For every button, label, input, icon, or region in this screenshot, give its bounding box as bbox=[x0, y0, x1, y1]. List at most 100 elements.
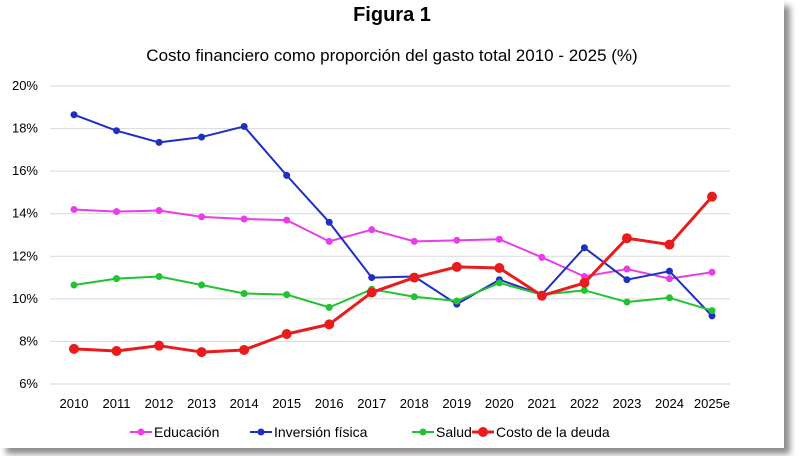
data-point-inversi-n-f-sica bbox=[708, 312, 716, 320]
data-point-educaci-n bbox=[453, 236, 461, 244]
x-tick-label: 2016 bbox=[315, 396, 344, 411]
x-tick-label: 2015 bbox=[272, 396, 301, 411]
y-tick-label: 18% bbox=[12, 121, 38, 136]
legend-marker bbox=[137, 428, 145, 436]
x-tick-label: 2011 bbox=[103, 396, 131, 411]
data-point-costo-de-la-deuda bbox=[621, 233, 632, 244]
data-point-salud bbox=[495, 279, 503, 287]
x-axis: 2010 2011 2012 2013 2014 2015 2016 2017 2018 2019… bbox=[60, 396, 731, 411]
data-point-salud bbox=[453, 297, 461, 305]
figure-label: Figura 1 bbox=[353, 4, 431, 26]
data-point-educaci-n bbox=[155, 207, 163, 215]
data-point-salud bbox=[283, 291, 291, 299]
data-point-educaci-n bbox=[495, 235, 503, 243]
data-point-costo-de-la-deuda bbox=[69, 343, 79, 354]
legend-item-costo-de-la-deuda: Costo de la deuda bbox=[472, 424, 610, 440]
data-point-costo-de-la-deuda bbox=[324, 319, 335, 330]
x-tick-label: 2017 bbox=[357, 396, 386, 411]
x-tick-label: 2018 bbox=[400, 396, 429, 411]
data-point-costo-de-la-deuda bbox=[281, 328, 292, 339]
data-point-educaci-n bbox=[240, 215, 248, 223]
legend-label: Inversión física bbox=[274, 424, 368, 440]
series-salud bbox=[70, 273, 716, 315]
data-point-costo-de-la-deuda bbox=[579, 277, 590, 288]
data-point-salud bbox=[708, 307, 716, 315]
data-point-educaci-n bbox=[198, 213, 206, 221]
data-point-salud bbox=[325, 303, 333, 311]
data-point-educaci-n bbox=[410, 237, 418, 245]
data-point-educaci-n bbox=[368, 226, 376, 234]
line-chart: 6%8%10%12%14%16%18%20% 2010 2011 2012 2013 2… bbox=[12, 78, 731, 440]
data-point-costo-de-la-deuda bbox=[664, 239, 675, 250]
data-point-educaci-n bbox=[283, 216, 291, 224]
y-tick-label: 14% bbox=[12, 206, 38, 221]
y-tick-label: 16% bbox=[12, 163, 38, 178]
series-educaci-n bbox=[70, 205, 716, 283]
data-point-inversi-n-f-sica bbox=[155, 138, 163, 146]
chart-frame: Figura 1 Costo financiero como proporció… bbox=[11, 4, 731, 440]
series-costo-de-la-deuda bbox=[69, 191, 717, 358]
data-point-costo-de-la-deuda bbox=[154, 340, 165, 351]
x-tick-label: 2020 bbox=[485, 396, 514, 411]
data-point-educaci-n bbox=[70, 205, 78, 213]
y-tick-label: 20% bbox=[12, 78, 38, 93]
data-point-costo-de-la-deuda bbox=[707, 191, 717, 202]
legend-label: Costo de la deuda bbox=[496, 424, 610, 440]
y-tick-label: 12% bbox=[12, 248, 38, 263]
legend-item-salud: Salud bbox=[412, 424, 472, 440]
data-point-inversi-n-f-sica bbox=[283, 171, 291, 179]
legend-label: Salud bbox=[436, 424, 472, 440]
x-tick-label: 2022 bbox=[570, 396, 599, 411]
data-point-salud bbox=[198, 281, 206, 289]
series-inversi-n-f-sica bbox=[70, 111, 716, 320]
series-lines bbox=[69, 111, 717, 358]
data-point-costo-de-la-deuda bbox=[111, 346, 122, 357]
y-tick-label: 6% bbox=[19, 376, 38, 391]
x-tick-label: 2023 bbox=[612, 396, 641, 411]
data-point-inversi-n-f-sica bbox=[368, 274, 376, 282]
series-line-inversi-n-f-sica bbox=[73, 113, 713, 317]
y-axis: 6% 8% 10% 12% 14% 16% 18% 20% bbox=[12, 78, 38, 391]
data-point-educaci-n bbox=[538, 253, 546, 261]
x-tick-label: 2012 bbox=[145, 396, 174, 411]
chart-title: Costo financiero como proporción del gas… bbox=[146, 46, 638, 65]
legend-item-educaci-n: Educación bbox=[130, 424, 219, 440]
data-point-educaci-n bbox=[665, 275, 673, 283]
data-point-inversi-n-f-sica bbox=[580, 244, 588, 252]
legend-marker bbox=[478, 427, 488, 437]
x-tick-label: 2014 bbox=[230, 396, 259, 411]
x-tick-label: 2013 bbox=[187, 396, 216, 411]
legend-marker bbox=[419, 428, 427, 436]
x-tick-label: 2019 bbox=[442, 396, 471, 411]
data-point-costo-de-la-deuda bbox=[239, 344, 250, 355]
legend-label: Educación bbox=[154, 424, 219, 440]
data-point-inversi-n-f-sica bbox=[113, 127, 121, 135]
data-point-educaci-n bbox=[325, 237, 333, 245]
data-point-salud bbox=[70, 281, 78, 289]
data-point-salud bbox=[240, 290, 248, 298]
legend-item-inversi-n-f-sica: Inversión física bbox=[250, 424, 368, 440]
data-point-inversi-n-f-sica bbox=[240, 122, 248, 130]
data-point-costo-de-la-deuda bbox=[536, 290, 547, 301]
data-point-inversi-n-f-sica bbox=[198, 133, 206, 141]
data-point-salud bbox=[623, 298, 631, 306]
data-point-costo-de-la-deuda bbox=[494, 262, 505, 273]
series-line-costo-de-la-deuda bbox=[73, 195, 714, 354]
data-point-inversi-n-f-sica bbox=[623, 276, 631, 284]
series-line-salud bbox=[73, 275, 713, 312]
data-point-salud bbox=[665, 294, 673, 302]
data-point-inversi-n-f-sica bbox=[325, 218, 333, 226]
x-tick-label: 2010 bbox=[60, 396, 89, 411]
x-tick-label: 2025e bbox=[694, 396, 730, 411]
data-point-inversi-n-f-sica bbox=[665, 267, 673, 275]
legend: Educación Inversión física Salud Costo de l… bbox=[130, 424, 610, 440]
series-line-educaci-n bbox=[73, 208, 713, 280]
data-point-costo-de-la-deuda bbox=[366, 287, 377, 298]
y-tick-label: 8% bbox=[19, 333, 38, 348]
x-tick-label: 2024 bbox=[655, 396, 684, 411]
data-point-salud bbox=[410, 293, 418, 301]
data-point-educaci-n bbox=[113, 208, 121, 216]
data-point-costo-de-la-deuda bbox=[409, 272, 420, 283]
data-point-costo-de-la-deuda bbox=[451, 261, 462, 272]
data-point-salud bbox=[155, 273, 163, 281]
